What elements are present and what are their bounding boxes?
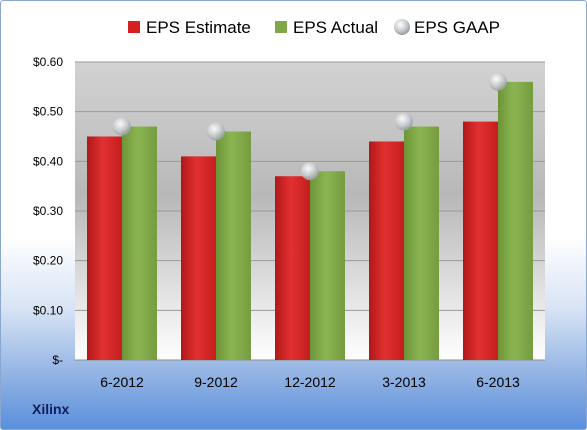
x-tick-label: 9-2012: [194, 374, 238, 390]
marker-eps-gaap: [301, 162, 319, 181]
marker-eps-gaap: [207, 122, 225, 141]
company-label: Xilinx: [32, 401, 70, 417]
legend-label: EPS GAAP: [414, 18, 500, 37]
y-tick-label: $0.50: [33, 105, 63, 119]
bar-eps-actual: [498, 81, 533, 360]
marker-eps-gaap: [113, 117, 131, 136]
bar-eps-estimate: [275, 176, 310, 360]
legend-swatch: [394, 19, 410, 35]
y-tick-label: $-: [52, 353, 63, 367]
legend-label: EPS Actual: [293, 18, 378, 37]
y-tick-label: $0.30: [33, 204, 63, 218]
legend-label: EPS Estimate: [146, 18, 251, 37]
x-tick-label: 12-2012: [284, 374, 336, 390]
legend-swatch: [128, 21, 140, 33]
y-tick-label: $0.60: [33, 55, 63, 69]
bar-eps-estimate: [87, 136, 122, 360]
bar-eps-estimate: [369, 141, 404, 360]
bar-eps-actual: [122, 126, 157, 360]
bar-eps-actual: [404, 126, 439, 360]
x-tick-label: 3-2013: [382, 374, 426, 390]
bar-eps-estimate: [181, 156, 216, 360]
legend-swatch: [275, 21, 287, 33]
y-tick-label: $0.20: [33, 254, 63, 268]
marker-eps-gaap: [489, 72, 507, 91]
bar-eps-estimate: [463, 121, 498, 360]
marker-eps-gaap: [395, 112, 413, 131]
bar-eps-actual: [310, 171, 345, 360]
y-tick-label: $0.40: [33, 154, 63, 168]
x-tick-label: 6-2013: [476, 374, 520, 390]
y-tick-label: $0.10: [33, 303, 63, 317]
bar-eps-actual: [216, 131, 251, 360]
x-tick-label: 6-2012: [100, 374, 144, 390]
